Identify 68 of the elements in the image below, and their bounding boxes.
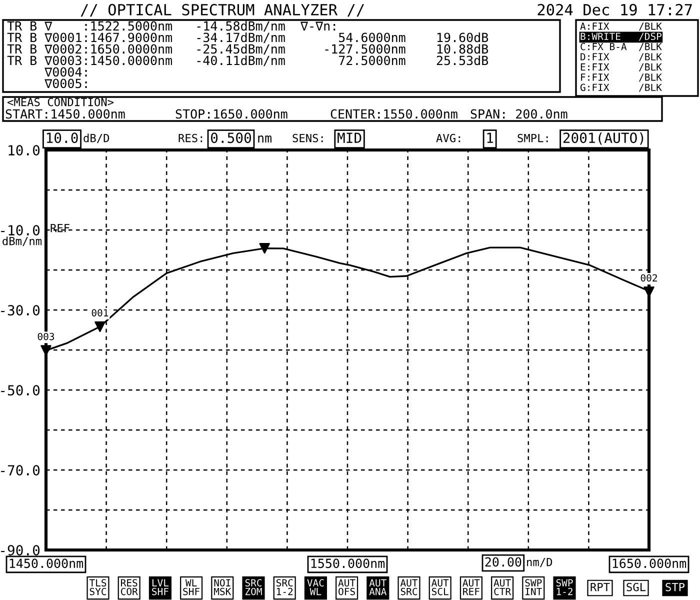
text: nm/D	[527, 558, 552, 568]
text: TR B ∇0001:1467.9000nm -34.17dBm/nm 54.6000nm 19.60dB	[7, 32, 488, 44]
text: TR B ∇0002:1650.0000nm -25.45dBm/nm -127.5000nm 10.88dB	[7, 44, 488, 55]
text: SMPL:	[518, 134, 548, 142]
text: SENS:	[292, 134, 323, 142]
x-tick-label: 1450.000nm	[10, 558, 84, 568]
text: SRC 1-2	[276, 579, 293, 596]
annotation: REF	[50, 224, 70, 232]
text: G:FIX /BLK	[580, 84, 662, 92]
annotation: 003	[38, 332, 54, 340]
text: AUT OFS	[338, 579, 356, 596]
text: 2001(AUTO)	[563, 132, 644, 145]
y-tick-label: 10.0	[8, 145, 40, 156]
text: NOI MSK	[214, 579, 232, 596]
y-tick-label: -50.0	[1, 385, 40, 396]
text: RES:	[178, 134, 202, 142]
text: SWP INT	[525, 579, 542, 596]
text: 1	[487, 132, 494, 143]
text: LVL SHF	[152, 579, 169, 596]
text: WL SHF	[183, 579, 200, 596]
point	[259, 242, 270, 254]
text: B:WRITE /DSP	[580, 32, 662, 41]
text: SGL	[626, 582, 646, 592]
text: E:FIX /BLK	[580, 63, 662, 72]
text: TR B ∇0003:1450.0000nm -40.11dBm/nm 72.5000nm 25.53dB	[7, 55, 488, 66]
y-axis-title: dBm/nm	[2, 236, 42, 246]
text: ∇0004:	[44, 67, 87, 77]
text: C:FX B-A /BLK	[580, 42, 662, 52]
text: AUT SRC	[400, 579, 418, 596]
y-tick-label: -90.0	[1, 545, 40, 556]
text: CENTER:1550.000nm	[330, 109, 458, 119]
text: SPAN: 200.0nm	[470, 109, 568, 119]
text: STOP:1650.000nm	[176, 109, 288, 119]
text: TLS SYC	[89, 579, 106, 596]
text: F:FIX /BLK	[581, 74, 662, 82]
text: nm	[258, 135, 272, 142]
text: A:FIX /BLK	[580, 22, 662, 31]
text: AUT SCL	[431, 579, 449, 596]
text: TR B ∇ :1522.5000nm -14.58dBm/nm ∇-∇n:	[7, 20, 336, 32]
text: VAC WL	[307, 579, 324, 596]
chart-title: // OPTICAL SPECTRUM ANALYZER //	[80, 4, 364, 17]
text: AUT ANA	[369, 579, 387, 596]
text: AVG:	[436, 134, 460, 142]
y-tick-label: -10.0	[1, 225, 40, 236]
text: MID	[338, 132, 362, 143]
text: D:FIX /BLK	[580, 53, 662, 62]
text: RPT	[590, 582, 610, 592]
text: SWP 1-2	[556, 579, 573, 596]
text: SRC ZOM	[245, 579, 262, 596]
annotation: 002	[640, 274, 657, 282]
y-tick-label: -70.0	[1, 465, 40, 476]
text: AUT REF	[462, 579, 480, 596]
annotation: 001	[92, 309, 108, 316]
text: START:1450.000nm	[6, 109, 125, 119]
point	[94, 321, 106, 332]
text: dB/D	[84, 134, 110, 144]
text: AUT CTR	[494, 579, 512, 596]
text: <MEAS CONDITION>	[7, 98, 114, 106]
x-tick-label: 1550.000nm	[311, 558, 385, 568]
x-tick-label: 1650.000nm	[612, 558, 686, 568]
text: 0.500	[211, 132, 252, 144]
text: STP	[666, 582, 685, 592]
text: RES COR	[120, 579, 138, 596]
chart-subtitle: 2024 Dec 19 17:27	[538, 4, 692, 16]
text: 10.0	[46, 132, 78, 144]
y-tick-label: -30.0	[1, 305, 40, 316]
text: ∇0005:	[44, 78, 87, 88]
text: 20.00	[485, 557, 522, 567]
